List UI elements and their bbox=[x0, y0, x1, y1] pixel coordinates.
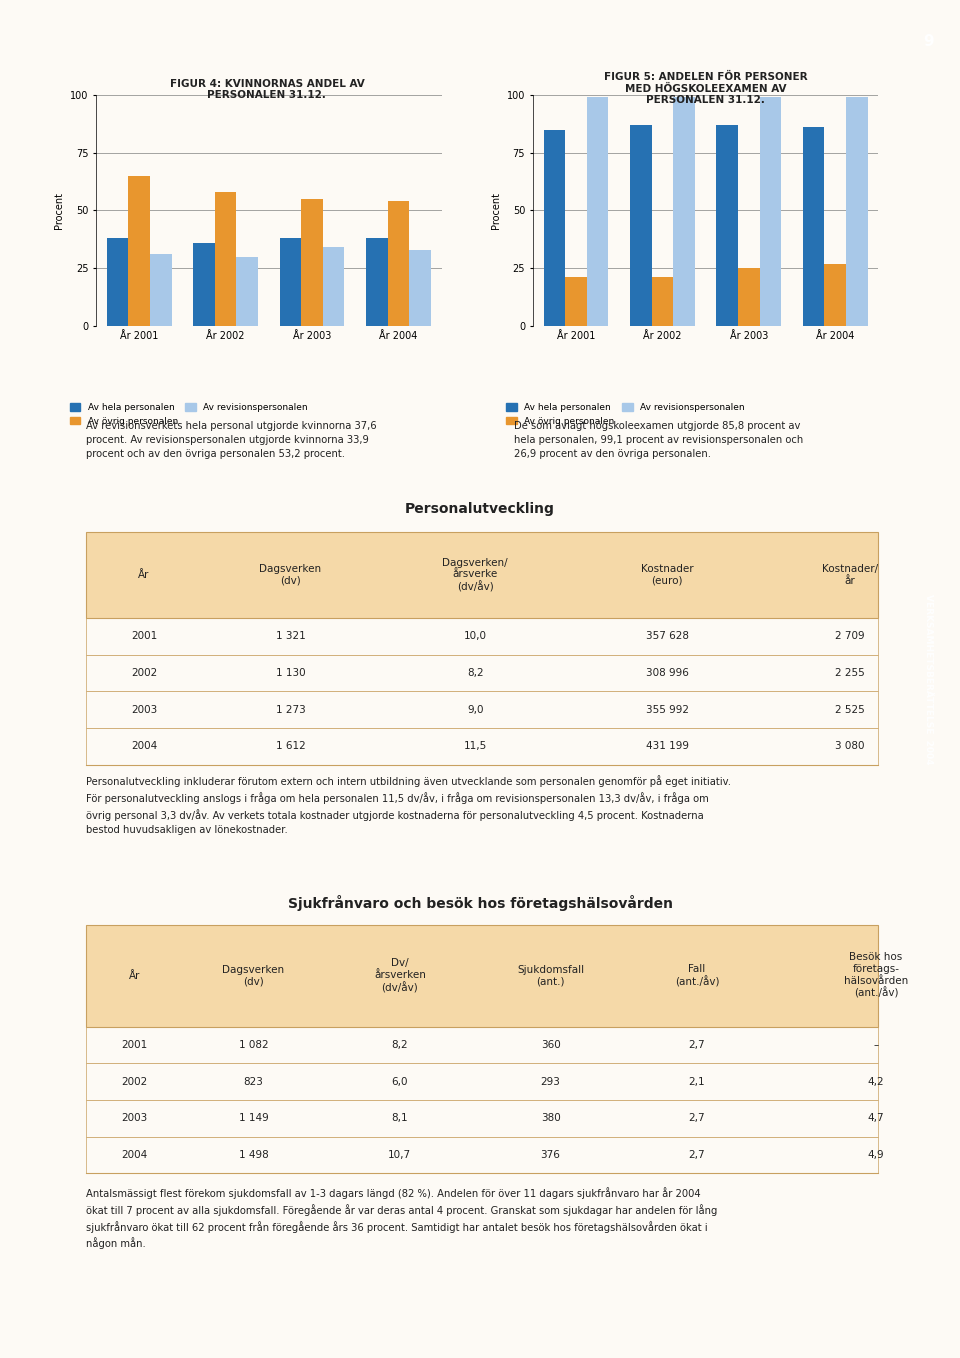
Bar bbox=[409, 250, 431, 326]
Bar bbox=[236, 257, 258, 326]
Text: VERKSAMHETSBERÄTTELSE  2004: VERKSAMHETSBERÄTTELSE 2004 bbox=[924, 593, 933, 765]
Bar bbox=[587, 98, 609, 326]
Text: 293: 293 bbox=[540, 1077, 561, 1086]
Text: 2003: 2003 bbox=[121, 1114, 148, 1123]
Text: 1 082: 1 082 bbox=[239, 1040, 268, 1050]
Text: 1 321: 1 321 bbox=[276, 631, 305, 641]
Bar bbox=[543, 129, 565, 326]
Bar bbox=[673, 98, 695, 326]
Bar bbox=[107, 238, 129, 326]
Text: Dagsverken/
årsverke
(dv/åv): Dagsverken/ årsverke (dv/åv) bbox=[443, 558, 508, 592]
Text: 2003: 2003 bbox=[131, 705, 157, 714]
Text: 360: 360 bbox=[540, 1040, 561, 1050]
Text: Dagsverken
(dv): Dagsverken (dv) bbox=[223, 966, 284, 986]
Text: 380: 380 bbox=[540, 1114, 561, 1123]
Text: 2004: 2004 bbox=[121, 1150, 148, 1160]
Text: 2 525: 2 525 bbox=[835, 705, 864, 714]
Bar bbox=[630, 125, 652, 326]
Y-axis label: Procent: Procent bbox=[492, 191, 501, 230]
Text: 355 992: 355 992 bbox=[646, 705, 688, 714]
Text: 376: 376 bbox=[540, 1150, 561, 1160]
Text: 2002: 2002 bbox=[121, 1077, 148, 1086]
Text: 357 628: 357 628 bbox=[646, 631, 688, 641]
Text: Sjukdomsfall
(ant.): Sjukdomsfall (ant.) bbox=[517, 966, 584, 986]
Text: 823: 823 bbox=[244, 1077, 263, 1086]
Bar bbox=[803, 128, 825, 326]
Bar bbox=[388, 201, 409, 326]
Text: Kostnader/
år: Kostnader/ år bbox=[822, 565, 877, 585]
Text: 3 080: 3 080 bbox=[835, 741, 864, 751]
Text: Kostnader
(euro): Kostnader (euro) bbox=[641, 565, 693, 585]
Bar bbox=[215, 191, 236, 326]
Text: 2 255: 2 255 bbox=[835, 668, 864, 678]
Bar bbox=[716, 125, 738, 326]
Text: 6,0: 6,0 bbox=[392, 1077, 408, 1086]
Text: 11,5: 11,5 bbox=[464, 741, 487, 751]
Legend: Av hela personalen, Av övrig personalen, Av revisionspersonalen: Av hela personalen, Av övrig personalen,… bbox=[503, 399, 748, 429]
Text: 308 996: 308 996 bbox=[646, 668, 688, 678]
Text: 8,1: 8,1 bbox=[392, 1114, 408, 1123]
Bar bbox=[759, 98, 781, 326]
Text: 2 709: 2 709 bbox=[835, 631, 864, 641]
Text: 9: 9 bbox=[924, 34, 934, 49]
Text: 2,1: 2,1 bbox=[688, 1077, 706, 1086]
Bar bbox=[301, 198, 323, 326]
Text: 4,2: 4,2 bbox=[868, 1077, 884, 1086]
Text: 1 130: 1 130 bbox=[276, 668, 305, 678]
Text: 2004: 2004 bbox=[131, 741, 157, 751]
Text: 1 612: 1 612 bbox=[276, 741, 305, 751]
Text: 431 199: 431 199 bbox=[646, 741, 688, 751]
Bar bbox=[652, 277, 673, 326]
Text: –: – bbox=[874, 1040, 878, 1050]
Text: År: År bbox=[129, 971, 140, 980]
Text: 10,7: 10,7 bbox=[388, 1150, 412, 1160]
Text: Sjukfrånvaro och besök hos företagshälsovården: Sjukfrånvaro och besök hos företagshälso… bbox=[287, 895, 673, 911]
Text: 8,2: 8,2 bbox=[467, 668, 484, 678]
Text: 1 498: 1 498 bbox=[239, 1150, 268, 1160]
Text: 2002: 2002 bbox=[131, 668, 157, 678]
Y-axis label: Procent: Procent bbox=[55, 191, 64, 230]
Text: År: År bbox=[138, 570, 150, 580]
Text: 2,7: 2,7 bbox=[688, 1150, 706, 1160]
Text: 1 149: 1 149 bbox=[239, 1114, 268, 1123]
Bar bbox=[825, 263, 846, 326]
Legend: Av hela personalen, Av övrig personalen, Av revisionspersonalen: Av hela personalen, Av övrig personalen,… bbox=[66, 399, 311, 429]
Text: FIGUR 5: ANDELEN FÖR PERSONER
MED HÖGSKOLEEXAMEN AV
PERSONALEN 31.12.: FIGUR 5: ANDELEN FÖR PERSONER MED HÖGSKO… bbox=[604, 72, 807, 106]
Bar bbox=[738, 269, 759, 326]
Bar bbox=[323, 247, 345, 326]
Text: 4,7: 4,7 bbox=[868, 1114, 884, 1123]
Text: 8,2: 8,2 bbox=[392, 1040, 408, 1050]
Bar bbox=[193, 243, 215, 326]
Bar bbox=[150, 254, 172, 326]
Text: 4,9: 4,9 bbox=[868, 1150, 884, 1160]
Text: Av revisionsverkets hela personal utgjorde kvinnorna 37,6
procent. Av revisionsp: Av revisionsverkets hela personal utgjor… bbox=[86, 421, 377, 459]
Text: 2001: 2001 bbox=[121, 1040, 148, 1050]
Text: Besök hos
företags-
hälsovården
(ant./åv): Besök hos företags- hälsovården (ant./åv… bbox=[844, 952, 908, 999]
Bar bbox=[129, 175, 150, 326]
Text: 2,7: 2,7 bbox=[688, 1040, 706, 1050]
Text: 2,7: 2,7 bbox=[688, 1114, 706, 1123]
Text: 2001: 2001 bbox=[131, 631, 157, 641]
Text: Antalsmässigt flest förekom sjukdomsfall av 1-3 dagars längd (82 %). Andelen för: Antalsmässigt flest förekom sjukdomsfall… bbox=[86, 1187, 718, 1249]
Text: Dagsverken
(dv): Dagsverken (dv) bbox=[259, 565, 322, 585]
Text: 1 273: 1 273 bbox=[276, 705, 305, 714]
Text: Personalutveckling: Personalutveckling bbox=[405, 502, 555, 516]
Text: 9,0: 9,0 bbox=[467, 705, 484, 714]
Bar bbox=[846, 98, 868, 326]
Text: Fall
(ant./åv): Fall (ant./åv) bbox=[675, 964, 719, 987]
Text: Dv/
årsverken
(dv/åv): Dv/ årsverken (dv/åv) bbox=[373, 959, 426, 993]
Bar bbox=[565, 277, 587, 326]
Text: De som avlagt högskoleexamen utgjorde 85,8 procent av
hela personalen, 99,1 proc: De som avlagt högskoleexamen utgjorde 85… bbox=[514, 421, 803, 459]
Bar bbox=[279, 238, 301, 326]
Text: 10,0: 10,0 bbox=[464, 631, 487, 641]
Text: FIGUR 4: KVINNORNAS ANDEL AV
PERSONALEN 31.12.: FIGUR 4: KVINNORNAS ANDEL AV PERSONALEN … bbox=[170, 79, 364, 100]
Bar bbox=[366, 238, 388, 326]
Text: Personalutveckling inkluderar förutom extern och intern utbildning även utveckla: Personalutveckling inkluderar förutom ex… bbox=[86, 775, 732, 835]
